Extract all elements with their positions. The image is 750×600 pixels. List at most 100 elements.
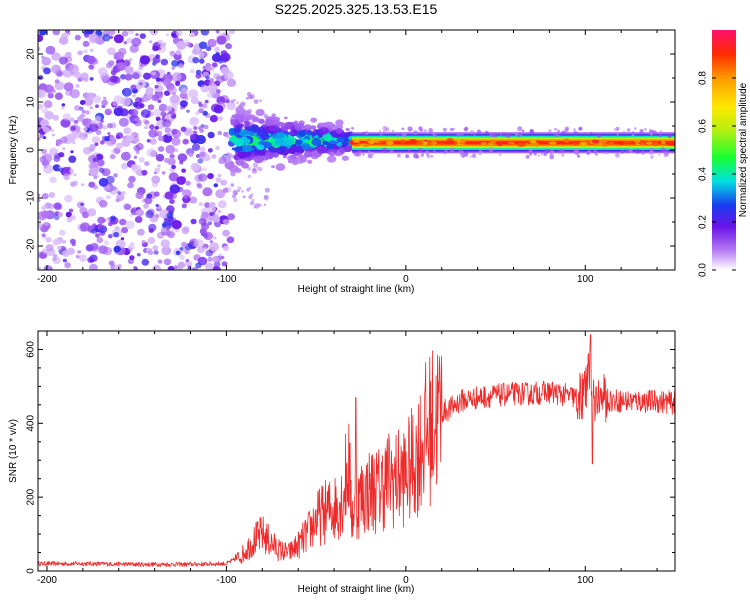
- noise-blob: [167, 157, 176, 166]
- noise-blob: [61, 147, 66, 151]
- emergence-blob: [242, 144, 253, 153]
- noise-blob: [162, 78, 171, 86]
- noise-blob: [198, 41, 208, 50]
- signal-halo: [469, 130, 474, 135]
- signal-nodule: [489, 139, 497, 145]
- noise-blob: [157, 259, 163, 264]
- signal-halo: [615, 152, 620, 158]
- noise-blob: [38, 137, 41, 141]
- signal-halo: [407, 148, 411, 152]
- noise-blob: [199, 128, 205, 133]
- noise-blob: [109, 154, 116, 160]
- signal-halo: [473, 133, 476, 136]
- noise-blob: [198, 108, 204, 114]
- noise-blob: [38, 34, 44, 42]
- noise-blob: [118, 117, 129, 127]
- emergence-blob: [276, 133, 281, 137]
- noise-blob: [79, 222, 91, 232]
- noise-blob: [65, 211, 72, 218]
- noise-blob: [250, 193, 254, 197]
- snr-x-ticks: -200 -100 0 100: [37, 331, 658, 586]
- noise-blob: [167, 265, 175, 270]
- signal-halo: [521, 129, 525, 133]
- noise-blob: [120, 237, 125, 241]
- y-tick-label: 0: [26, 147, 37, 153]
- signal-halo: [430, 155, 434, 158]
- noise-blob: [222, 187, 229, 193]
- emergence-blob: [336, 137, 345, 144]
- signal-nodule: [394, 140, 400, 144]
- noise-blob: [100, 119, 104, 124]
- noise-blob: [233, 198, 238, 203]
- signal-nodule: [645, 141, 653, 145]
- noise-blob: [43, 265, 53, 270]
- noise-blob: [169, 50, 176, 56]
- signal-nodule: [508, 141, 515, 145]
- noise-blob: [95, 129, 102, 135]
- noise-blob: [115, 198, 120, 203]
- noise-blob: [167, 132, 171, 137]
- noise-blob: [184, 249, 190, 255]
- noise-blob: [155, 153, 165, 162]
- signal-halo: [649, 150, 654, 155]
- emergence-blob: [326, 143, 335, 150]
- noise-blob: [98, 245, 108, 255]
- emergence-blob: [235, 168, 242, 173]
- noise-blob: [190, 162, 200, 172]
- noise-blob: [170, 94, 180, 104]
- emergence-blob: [253, 157, 258, 161]
- y-tick-label: 20: [26, 48, 37, 60]
- emergence-blob: [306, 130, 313, 136]
- signal-halo: [650, 155, 654, 159]
- noise-blob: [39, 156, 47, 163]
- signal-halo: [434, 134, 438, 138]
- noise-blob: [60, 118, 71, 128]
- noise-blob: [247, 166, 252, 171]
- noise-blob: [42, 126, 50, 133]
- noise-blob: [182, 138, 189, 145]
- signal-nodule: [430, 141, 438, 145]
- noise-blob: [96, 237, 104, 244]
- noise-blob: [144, 196, 153, 205]
- noise-blob: [56, 236, 64, 244]
- noise-blob: [84, 33, 90, 38]
- noise-blob: [134, 216, 143, 223]
- signal-halo: [382, 130, 386, 133]
- emergence-blob: [257, 144, 265, 151]
- emergence-blob: [290, 154, 297, 160]
- noise-blob: [181, 168, 187, 173]
- noise-blob: [212, 255, 220, 263]
- noise-blob: [138, 157, 145, 163]
- noise-blob: [220, 50, 228, 57]
- noise-blob: [147, 237, 156, 244]
- noise-blob: [69, 214, 76, 221]
- emergence-blob: [255, 108, 265, 117]
- noise-blob: [136, 253, 141, 257]
- noise-blob: [146, 139, 151, 143]
- noise-blob: [117, 62, 127, 71]
- noise-blob: [63, 82, 74, 92]
- noise-blob: [80, 72, 89, 81]
- noise-blob: [248, 186, 252, 190]
- noise-blob: [205, 262, 214, 270]
- noise-blob: [128, 175, 136, 183]
- signal-halo: [622, 130, 626, 134]
- noise-blob: [215, 189, 226, 199]
- signal-halo: [517, 126, 523, 132]
- noise-blob: [81, 110, 86, 114]
- x-tick-label: 100: [577, 575, 594, 586]
- noise-blob: [165, 106, 172, 112]
- noise-blob: [121, 138, 131, 147]
- noise-blob: [211, 154, 217, 159]
- noise-blob: [190, 218, 197, 225]
- noise-blob: [171, 114, 176, 119]
- noise-blob: [163, 258, 172, 266]
- noise-blob: [144, 120, 150, 125]
- emergence-blob: [230, 118, 235, 123]
- signal-halo: [576, 154, 581, 158]
- noise-blob: [165, 231, 172, 237]
- noise-blob: [203, 247, 207, 251]
- noise-blob: [199, 58, 205, 64]
- noise-blob: [97, 159, 105, 167]
- noise-blob: [189, 196, 198, 204]
